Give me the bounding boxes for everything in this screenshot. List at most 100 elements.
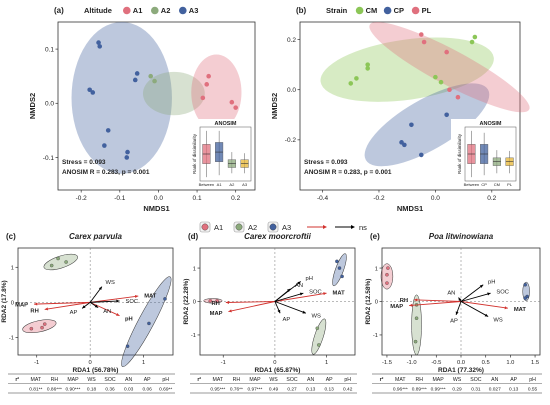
- x-tick-label: 0.0: [431, 195, 440, 202]
- data-point-A3: [134, 71, 140, 76]
- vector-arrowhead: [484, 313, 489, 317]
- table-value-cell: 0.97***: [247, 387, 262, 393]
- data-point-A3: [87, 87, 92, 93]
- vector-label: pH: [125, 316, 133, 322]
- table-value-cell: 0.03: [124, 387, 134, 393]
- data-point-A1: [233, 105, 238, 110]
- table-value-cell: 0.13: [509, 387, 519, 393]
- data-point-A2: [413, 339, 418, 344]
- panel-label: (c): [6, 232, 16, 241]
- legend-swatch-PL: [411, 6, 420, 15]
- x-tick-label: -0.4: [317, 195, 329, 202]
- table-value-cell: 0.06: [142, 387, 152, 393]
- table-value-cell: 0.29: [452, 387, 462, 393]
- table-header-cell: MAT: [395, 377, 406, 383]
- vector-MAT: [460, 301, 508, 309]
- legend-ns-label: ns: [359, 223, 367, 232]
- inset-y-label: Rank of dissimilarity: [457, 133, 462, 174]
- shared-legend: A1 A2 A3 ns: [199, 221, 367, 233]
- vector-label: AP: [70, 310, 78, 316]
- stats-annotation: ANOSIM R = 0.283, p = 0.001: [304, 169, 392, 176]
- table-header-cell: AN: [125, 377, 132, 383]
- data-point-CM: [469, 39, 475, 45]
- vector-label: MAT: [514, 307, 527, 313]
- x-tick-label: -0.2: [76, 195, 88, 202]
- legend-label: A3: [189, 6, 199, 15]
- y-tick-label: 0.1: [45, 46, 54, 53]
- vector-label: RH: [30, 309, 38, 315]
- legend-ns-arrowhead: [351, 225, 355, 229]
- inset-category-label: A1: [217, 182, 223, 187]
- vector-arrowhead: [458, 297, 462, 301]
- vector-label: MAP: [390, 304, 403, 310]
- vector-label: MAT: [144, 293, 157, 299]
- legend-title: Strain: [326, 6, 348, 15]
- data-point-CM: [348, 81, 354, 86]
- data-point-A2: [56, 256, 60, 261]
- x-axis-label: NMDS1: [397, 204, 423, 213]
- inset-category-label: Between: [199, 182, 215, 187]
- vector-label: AP: [283, 317, 291, 323]
- inset-category-label: A2: [229, 182, 235, 187]
- data-point-CP: [409, 122, 414, 128]
- vector-label: pH: [488, 279, 495, 285]
- stats-annotation: Stress = 0.093: [304, 159, 348, 166]
- vector-arrowhead: [98, 286, 102, 291]
- x-tick-label: 0.0: [154, 195, 163, 202]
- data-point-A2: [152, 78, 157, 84]
- table-header-cell: pH: [529, 377, 536, 383]
- vector-arrowhead: [134, 294, 139, 298]
- x-tick-label: 0.1: [193, 195, 202, 202]
- panel-title: Carex moorcroftii: [244, 232, 311, 241]
- data-point-A3: [102, 143, 107, 148]
- group-ellipse-A3: [71, 22, 172, 174]
- data-point-PL: [444, 49, 449, 55]
- data-point-A1: [40, 325, 44, 330]
- vector-label: WS: [312, 314, 321, 320]
- table-header-cell: r²: [197, 377, 201, 383]
- data-point-A2: [317, 343, 321, 347]
- y-axis-label: RDA2 (22.28%): [183, 279, 190, 325]
- vector-label: SOC: [496, 290, 509, 296]
- vector-label: WS: [493, 318, 502, 324]
- vector-WS: [274, 301, 307, 314]
- data-point-A2: [148, 73, 154, 79]
- vector-arrowhead: [82, 305, 86, 309]
- vector-label: MAP: [210, 311, 223, 317]
- data-point-A1: [385, 272, 389, 277]
- vector-label: SOC: [309, 290, 322, 296]
- legend-label: CP: [394, 6, 404, 15]
- data-point-A3: [340, 274, 344, 279]
- vector-MAP: [228, 301, 276, 312]
- data-point-CM: [354, 76, 359, 81]
- data-point-A3: [105, 128, 111, 133]
- x-tick-label: 0: [273, 360, 276, 366]
- table-header-cell: pH: [344, 377, 351, 383]
- data-point-A3: [96, 40, 101, 45]
- y-tick-label: 1: [193, 266, 196, 272]
- panel-title: Carex parvula: [69, 232, 122, 241]
- y-tick-label: -1: [9, 336, 14, 342]
- table-header-cell: AN: [491, 377, 498, 383]
- inset-category-label: PL: [507, 182, 513, 187]
- data-point-A3: [125, 344, 130, 348]
- legend-swatch-CP: [383, 6, 392, 15]
- vector-arrowhead: [487, 292, 491, 296]
- y-axis-label: NMDS2: [28, 93, 37, 119]
- x-tick-label: 1: [325, 360, 328, 366]
- panel-label: (d): [188, 232, 199, 241]
- table-value-cell: 0.81**: [29, 387, 42, 393]
- group-ellipse-A1: [191, 54, 242, 131]
- vector-pH: [89, 301, 120, 317]
- x-tick-label: 1: [142, 360, 145, 366]
- vector-SOC: [460, 292, 491, 302]
- table-header-cell: MAP: [249, 377, 261, 383]
- legend-swatch-A1: [123, 6, 131, 15]
- legend-swatch-A3: [269, 223, 277, 231]
- legend-label: A2: [161, 6, 171, 15]
- data-point-A2: [64, 260, 68, 264]
- vector-arrowhead: [323, 292, 327, 296]
- y-axis-label: RDA2 (17.8%): [1, 280, 8, 322]
- y-axis-label: NMDS2: [270, 93, 279, 119]
